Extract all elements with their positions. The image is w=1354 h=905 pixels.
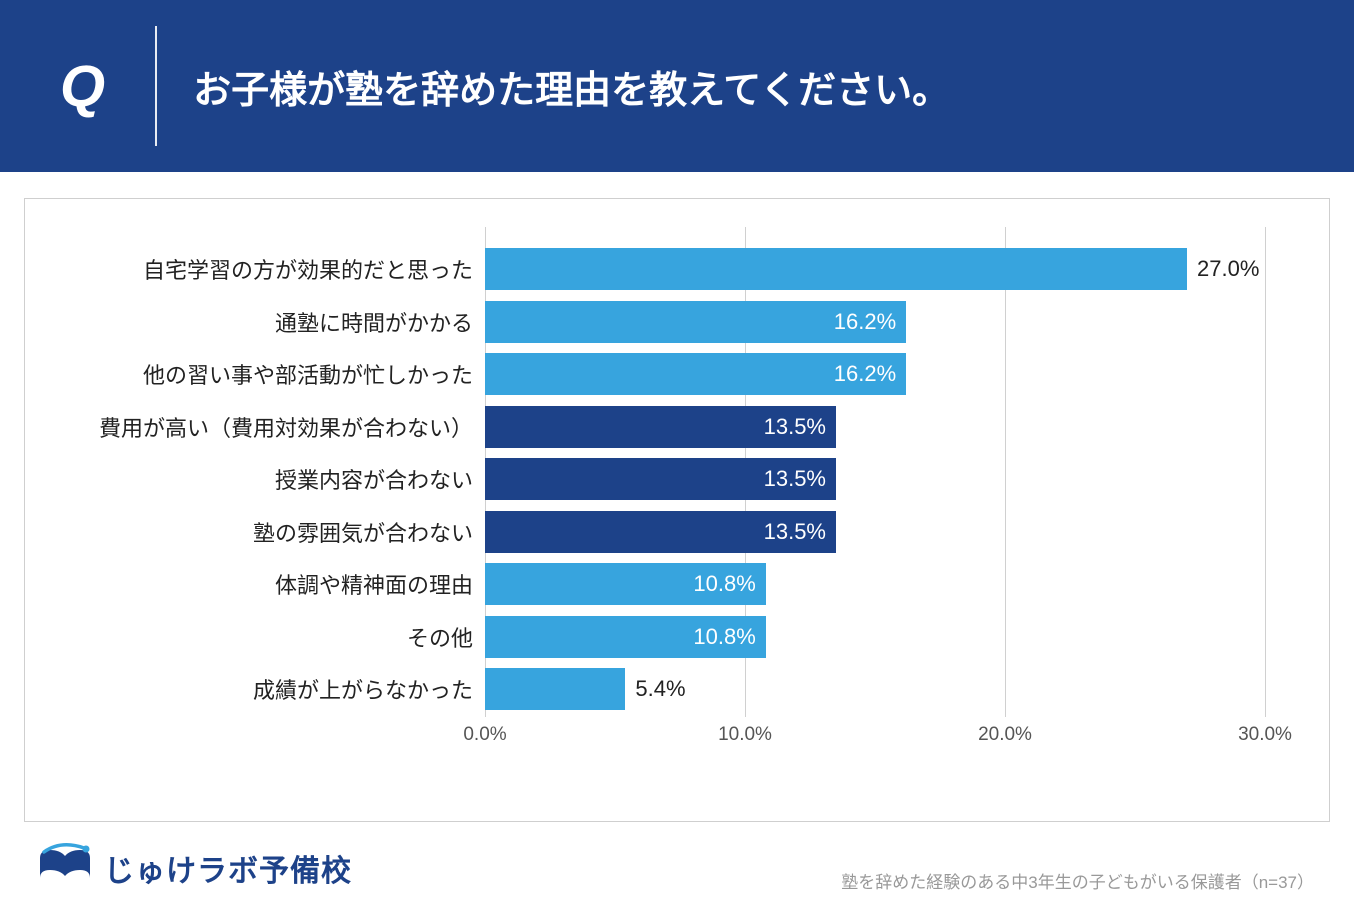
footnote: 塾を辞めた経験のある中3年生の子どもがいる保護者（n=37） bbox=[841, 868, 1314, 893]
x-tick: 20.0% bbox=[978, 724, 1032, 746]
bar-value: 27.0% bbox=[1187, 256, 1259, 282]
bar-row: 自宅学習の方が効果的だと思った27.0% bbox=[485, 243, 1289, 296]
bar-value: 16.2% bbox=[834, 309, 896, 335]
bar-value: 13.5% bbox=[764, 414, 826, 440]
bar: 16.2% bbox=[485, 353, 906, 395]
bar-label: 成績が上がらなかった bbox=[253, 673, 485, 705]
bar: 27.0% bbox=[485, 248, 1187, 290]
bar: 13.5% bbox=[485, 511, 836, 553]
bar-value: 5.4% bbox=[625, 676, 685, 702]
bar: 13.5% bbox=[485, 458, 836, 500]
bar-row: 塾の雰囲気が合わない13.5% bbox=[485, 506, 1289, 559]
chart-area: 自宅学習の方が効果的だと思った27.0%通塾に時間がかかる16.2%他の習い事や… bbox=[485, 227, 1289, 737]
bar-value: 16.2% bbox=[834, 361, 896, 387]
footer: じゅけラボ予備校 塾を辞めた経験のある中3年生の子どもがいる保護者（n=37） bbox=[0, 842, 1354, 893]
bar-row: 授業内容が合わない13.5% bbox=[485, 453, 1289, 506]
q-mark: Q bbox=[60, 53, 155, 120]
bar-label: 他の習い事や部活動が忙しかった bbox=[143, 358, 485, 390]
bar-label: 自宅学習の方が効果的だと思った bbox=[143, 253, 485, 285]
question-text: お子様が塾を辞めた理由を教えてください。 bbox=[157, 59, 950, 114]
bar-row: 費用が高い（費用対効果が合わない）13.5% bbox=[485, 401, 1289, 454]
bar: 13.5% bbox=[485, 406, 836, 448]
bar-value: 10.8% bbox=[693, 624, 755, 650]
x-tick: 30.0% bbox=[1238, 724, 1292, 746]
logo: じゅけラボ予備校 bbox=[36, 842, 352, 893]
logo-book-icon bbox=[36, 842, 94, 893]
chart-container: 自宅学習の方が効果的だと思った27.0%通塾に時間がかかる16.2%他の習い事や… bbox=[24, 198, 1330, 822]
bar-row: 通塾に時間がかかる16.2% bbox=[485, 296, 1289, 349]
bar-label: その他 bbox=[407, 621, 485, 653]
logo-text: じゅけラボ予備校 bbox=[104, 846, 352, 890]
bar-label: 授業内容が合わない bbox=[275, 463, 485, 495]
bar-label: 塾の雰囲気が合わない bbox=[253, 516, 485, 548]
bar-row: 成績が上がらなかった5.4% bbox=[485, 663, 1289, 716]
header-divider bbox=[155, 26, 157, 146]
bar-row: 他の習い事や部活動が忙しかった16.2% bbox=[485, 348, 1289, 401]
bar-label: 費用が高い（費用対効果が合わない） bbox=[99, 411, 485, 443]
bar-value: 13.5% bbox=[764, 466, 826, 492]
x-tick: 10.0% bbox=[718, 724, 772, 746]
bar-row: 体調や精神面の理由10.8% bbox=[485, 558, 1289, 611]
bar-row: その他10.8% bbox=[485, 611, 1289, 664]
bar: 10.8% bbox=[485, 616, 766, 658]
bar-value: 13.5% bbox=[764, 519, 826, 545]
question-header: Q お子様が塾を辞めた理由を教えてください。 bbox=[0, 0, 1354, 172]
bar-value: 10.8% bbox=[693, 571, 755, 597]
bar-label: 体調や精神面の理由 bbox=[275, 568, 485, 600]
x-axis: 0.0%10.0%20.0%30.0% bbox=[485, 718, 1289, 748]
bar: 5.4% bbox=[485, 668, 625, 710]
bar: 10.8% bbox=[485, 563, 766, 605]
bar-label: 通塾に時間がかかる bbox=[275, 306, 485, 338]
bars-group: 自宅学習の方が効果的だと思った27.0%通塾に時間がかかる16.2%他の習い事や… bbox=[485, 227, 1289, 716]
bar: 16.2% bbox=[485, 301, 906, 343]
x-tick: 0.0% bbox=[463, 724, 506, 746]
